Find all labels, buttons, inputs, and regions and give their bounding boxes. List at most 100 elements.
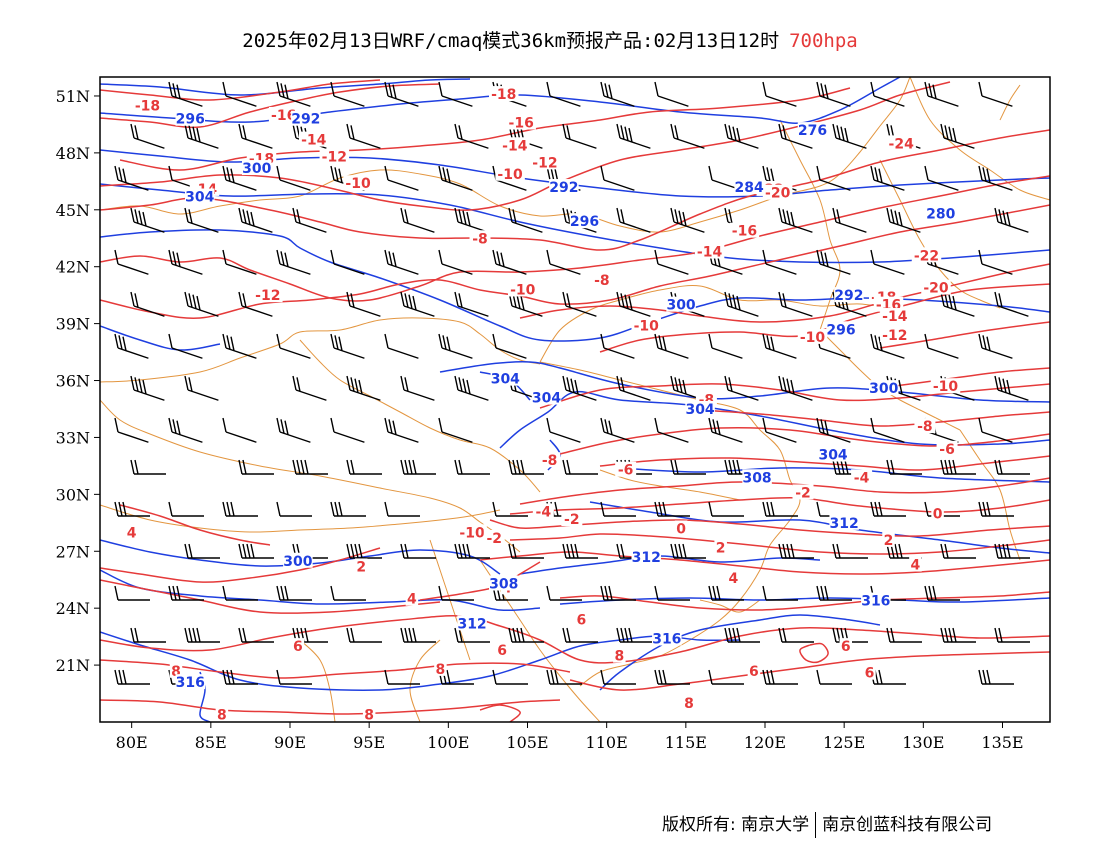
wind-barb-staff [117,347,149,359]
wind-barb-flag [400,375,405,391]
wind-barb-staff [225,263,257,275]
border-line [100,317,541,383]
temperature-label-bg [851,469,873,485]
wind-barb-flag [670,375,675,391]
wind-barb-flag [330,585,335,601]
wind-barb-staff [711,263,743,275]
wind-barb-flag [196,627,201,643]
wind-barb-flag [114,249,119,265]
wind-barb-staff [765,263,797,275]
wind-barb-flag [658,335,663,350]
temperature-label: -2 [564,512,580,528]
wind-barb-flag [392,252,397,267]
wind-barb-flag [978,249,983,265]
wind-barb-flag [222,249,227,265]
wind-barb-flag [346,459,351,475]
wind-barb-flag [184,123,189,139]
wind-barb-flag [778,123,783,139]
wind-barb-flag [674,377,679,392]
wind-barb-staff [765,431,797,443]
temperature-label: -10 [345,176,371,192]
wind-barb-flag [786,210,791,225]
height-label: 300 [283,554,312,570]
wind-barb-flag [628,295,633,311]
temperature-label: -2 [486,531,502,547]
wind-barb-flag [404,627,409,643]
wind-barb-flag [674,209,679,224]
wind-barb-flag [196,295,201,311]
height-label-bg [818,446,848,462]
temperature-label: -12 [882,328,907,344]
lat-label: 27N [56,542,90,561]
wind-barb-flag [118,669,123,685]
wind-barb-staff [943,137,975,149]
wind-barb-staff [873,347,905,359]
wind-barb-flag [844,127,849,143]
wind-barb-staff [279,347,311,359]
temperature-label-bg [613,647,626,663]
wind-barb-flag [508,627,513,643]
temperature-contour [419,561,541,601]
wind-barb-flag [276,669,281,685]
wind-barb-flag [782,293,787,308]
wind-barb-flag [242,209,247,224]
temperature-label-bg [882,531,895,547]
wind-barb-staff [441,95,473,107]
temperature-label: -6 [618,463,634,479]
temperature-label-bg [909,556,922,572]
wind-barb-flag [554,669,559,685]
temperature-contour [509,533,1050,555]
wind-barb-flag [350,125,355,140]
temperature-label-bg [495,641,509,657]
temperature-label: -14 [882,309,908,325]
wind-barb-flag [242,459,247,475]
wind-barb-flag [708,333,713,349]
wind-barb-flag [766,167,771,182]
wind-barb-staff [279,431,311,443]
height-contour [100,325,221,351]
wind-barb-flag [994,543,999,559]
wind-barb-flag [670,459,675,475]
wind-barb-flag [724,375,729,391]
wind-barb-flag [562,207,567,223]
temperature-label-bg [500,137,530,153]
wind-barb-flag [870,249,875,265]
wind-barb-staff [349,137,381,149]
wind-barb-staff [835,305,867,317]
wind-barb-flag [898,211,903,227]
wind-barb-staff [927,347,959,359]
wind-barb-flag [708,501,713,517]
temperature-label-bg [530,154,560,170]
wind-barb-flag [770,501,775,517]
wind-barb-flag [728,459,733,475]
height-contour [559,597,1050,605]
temperature-label: 8 [217,707,227,723]
wind-barb-flag [840,459,845,475]
wind-barb-staff [657,431,689,443]
temperature-label: -14 [301,133,327,149]
wind-barb-flag [546,585,551,601]
wind-barb-flag [1002,210,1007,225]
wind-barb-flag [1002,378,1007,393]
wind-barb-flag [994,375,999,391]
wind-barb-flag [222,333,227,349]
wind-barb-flag [222,669,227,685]
wind-barb-staff [133,221,165,233]
temperature-contour [100,129,1050,251]
wind-barb-flag [932,585,937,601]
wind-barb-flag [658,501,663,517]
wind-barb-flag [878,168,883,183]
wind-barb-flag [404,209,409,224]
wind-barb-flag [982,501,987,517]
height-label-bg [742,469,772,485]
wind-barb-flag [138,378,143,393]
wind-barb-flag [196,127,201,143]
height-contour [100,183,1050,264]
wind-barb-flag [890,627,895,643]
wind-barb-flag [284,420,289,435]
wind-barb-flag [728,125,733,140]
temperature-contour [519,477,1050,505]
temperature-label-bg [911,247,942,263]
wind-barb-flag [654,417,659,433]
temperature-label-bg [268,106,299,122]
